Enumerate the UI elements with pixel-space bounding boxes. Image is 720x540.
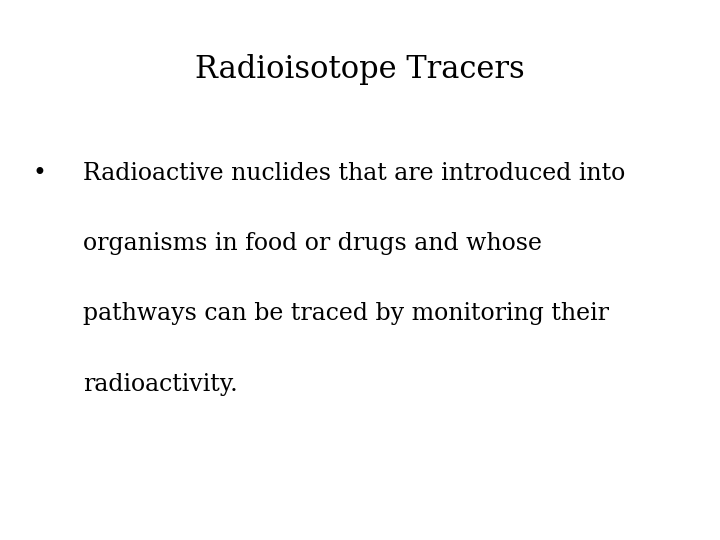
Text: Radioactive nuclides that are introduced into: Radioactive nuclides that are introduced…: [83, 162, 625, 185]
Text: •: •: [32, 162, 47, 185]
Text: Radioisotope Tracers: Radioisotope Tracers: [195, 54, 525, 85]
Text: radioactivity.: radioactivity.: [83, 373, 238, 396]
Text: pathways can be traced by monitoring their: pathways can be traced by monitoring the…: [83, 302, 609, 326]
Text: organisms in food or drugs and whose: organisms in food or drugs and whose: [83, 232, 541, 255]
